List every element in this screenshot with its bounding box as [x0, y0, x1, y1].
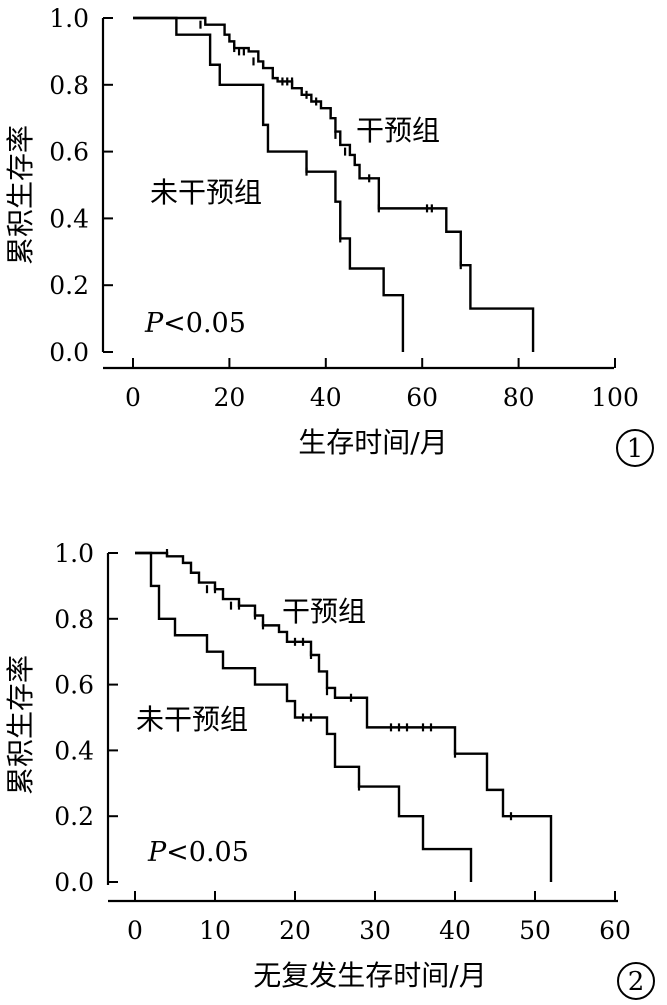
figure-number: 2 [628, 967, 645, 997]
p-value-annotation: P<0.05 [147, 837, 249, 868]
y-tick-label: 1.0 [49, 4, 89, 33]
x-tick-label: 80 [503, 383, 535, 412]
x-tick-label: 0 [127, 916, 143, 945]
series-label-control: 未干预组 [136, 703, 248, 736]
x-tick-label: 40 [439, 916, 471, 945]
y-tick-label: 0.8 [49, 71, 89, 100]
x-tick-label: 10 [199, 916, 231, 945]
curve-intervention [135, 551, 553, 882]
curve-control [133, 16, 405, 352]
survival-curves [133, 16, 535, 352]
x-tick-label: 40 [310, 383, 342, 412]
figure-number-badge [616, 429, 654, 467]
curve-control [135, 551, 473, 882]
p-symbol: P [144, 308, 164, 339]
y-axis-title: 累积生存率 [4, 655, 37, 795]
survival-chart-2: 累积生存率 0.0 0.2 0.4 0.6 0.8 1.0 0 10 20 30 40 50 60 干… [0, 535, 667, 1005]
p-symbol: P [147, 837, 167, 868]
x-tick-label: 20 [279, 916, 311, 945]
y-axis-title: 累积生存率 [4, 125, 37, 265]
series-label-control: 未干预组 [150, 176, 262, 209]
x-tick-label: 50 [519, 916, 551, 945]
series-label-intervention: 干预组 [356, 114, 440, 147]
p-value-annotation: P<0.05 [144, 308, 246, 339]
p-threshold: <0.05 [163, 308, 246, 339]
p-threshold: <0.05 [166, 837, 249, 868]
y-tick-label: 0.6 [49, 138, 89, 167]
x-tick-label: 30 [359, 916, 391, 945]
survival-curves [135, 549, 553, 882]
y-tick-label: 0.2 [54, 802, 94, 831]
x-tick-label: 20 [213, 383, 245, 412]
y-tick-label: 0.0 [49, 338, 89, 367]
figure-number: 1 [627, 434, 644, 464]
x-tick-label: 60 [406, 383, 438, 412]
x-tick-label: 100 [591, 383, 639, 412]
figure-number-badge [617, 962, 655, 1000]
y-tick-label: 0.4 [54, 736, 94, 765]
x-axis-label: 无复发生存时间/月 [253, 959, 486, 992]
y-tick-label: 0.2 [49, 271, 89, 300]
chart-svg-1: 累积生存率 0.0 0.2 0.4 0.6 0.8 1.0 0 20 40 60 80 100 干预… [4, 4, 654, 467]
x-ticks: 0 10 20 30 40 50 60 [127, 891, 631, 945]
y-tick-label: 0.8 [54, 605, 94, 634]
y-ticks: 0.0 0.2 0.4 0.6 0.8 1.0 [54, 539, 118, 897]
y-axis-label: 累积生存率 [4, 655, 37, 795]
x-ticks: 0 20 40 60 80 100 [125, 358, 639, 412]
survival-chart-1: 累积生存率 0.0 0.2 0.4 0.6 0.8 1.0 0 20 40 60 80 100 干预… [0, 0, 667, 470]
y-tick-label: 0.0 [54, 868, 94, 897]
series-label-intervention: 干预组 [282, 595, 366, 628]
y-ticks: 0.0 0.2 0.4 0.6 0.8 1.0 [49, 4, 113, 367]
x-axis-label: 生存时间/月 [298, 426, 447, 459]
y-tick-label: 0.4 [49, 204, 89, 233]
y-axis-label: 累积生存率 [4, 125, 37, 265]
x-tick-label: 0 [125, 383, 141, 412]
chart-svg-2: 累积生存率 0.0 0.2 0.4 0.6 0.8 1.0 0 10 20 30 40 50 60 干… [4, 539, 655, 1000]
y-tick-label: 0.6 [54, 671, 94, 700]
x-tick-label: 60 [599, 916, 631, 945]
y-tick-label: 1.0 [54, 539, 94, 568]
